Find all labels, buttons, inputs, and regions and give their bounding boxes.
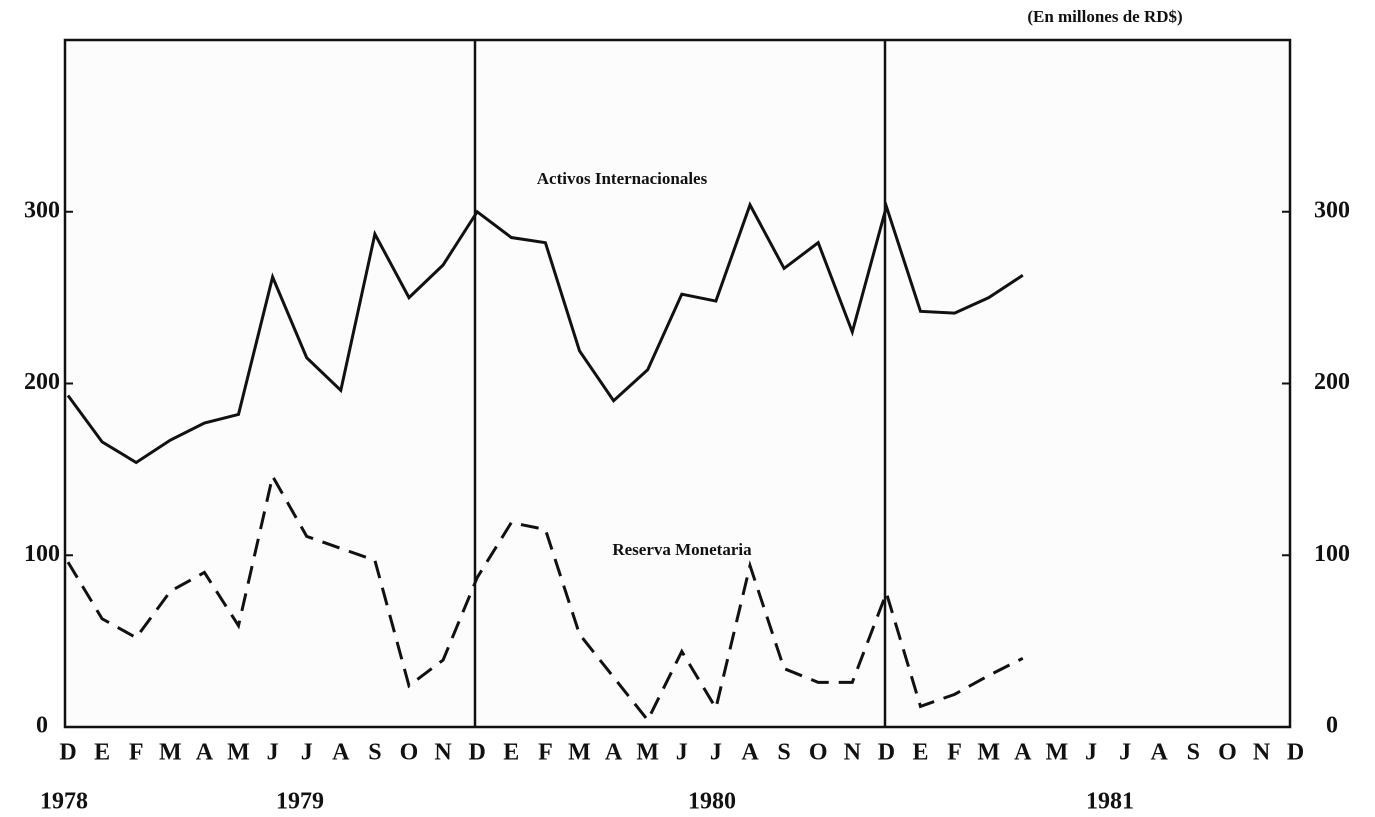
x-tick-label: A: [196, 740, 214, 766]
x-tick-label: J: [710, 740, 722, 766]
year-label: 1978: [40, 789, 88, 815]
series-line: [66, 201, 1024, 465]
x-tick-label: D: [59, 740, 76, 766]
x-tick-label: J: [267, 740, 279, 766]
x-tick-label: J: [1085, 740, 1097, 766]
x-tick-label: A: [1014, 740, 1032, 766]
x-tick-label: S: [368, 740, 381, 766]
series-label: Reserva Monetaria: [612, 540, 752, 559]
y-tick-label: 200: [24, 369, 60, 395]
year-label: 1981: [1086, 789, 1134, 815]
x-tick-label: A: [605, 740, 623, 766]
x-tick-label: J: [301, 740, 313, 766]
x-tick-label: D: [878, 740, 895, 766]
x-tick-label: S: [1187, 740, 1200, 766]
x-tick-label: J: [1119, 740, 1131, 766]
series-line: [66, 472, 1024, 723]
x-tick-label: N: [1253, 740, 1271, 766]
y-tick-label: 0: [36, 713, 48, 739]
y2-tick-label: 0: [1326, 713, 1338, 739]
x-tick-label: N: [434, 740, 452, 766]
unit-note: (En millones de RD$): [1027, 7, 1182, 26]
x-tick-label: F: [538, 740, 553, 766]
x-tick-label: D: [469, 740, 486, 766]
x-tick-label: E: [94, 740, 110, 766]
y2-tick-label: 200: [1314, 369, 1350, 395]
y2-tick-label: 100: [1314, 541, 1350, 567]
x-tick-label: M: [1046, 740, 1069, 766]
year-label: 1980: [688, 789, 736, 815]
x-tick-label: M: [159, 740, 182, 766]
x-tick-label: E: [912, 740, 928, 766]
x-tick-label: O: [809, 740, 828, 766]
x-tick-label: F: [129, 740, 144, 766]
y-tick-label: 100: [24, 541, 60, 567]
x-tick-label: E: [503, 740, 519, 766]
x-tick-label: S: [777, 740, 790, 766]
x-tick-label: M: [636, 740, 659, 766]
x-tick-label: J: [676, 740, 688, 766]
x-tick-label: D: [1287, 740, 1304, 766]
x-tick-label: F: [947, 740, 962, 766]
series-label: Activos Internacionales: [537, 169, 708, 188]
x-tick-label: M: [977, 740, 1000, 766]
x-tick-label: M: [568, 740, 591, 766]
x-tick-label: A: [1151, 740, 1169, 766]
plot-frame: [63, 38, 1292, 729]
x-tick-label: O: [400, 740, 419, 766]
y-tick-label: 300: [24, 197, 60, 223]
year-label: 1979: [276, 789, 324, 815]
x-tick-label: A: [741, 740, 759, 766]
x-tick-label: N: [844, 740, 862, 766]
y2-tick-label: 300: [1314, 197, 1350, 223]
x-tick-label: O: [1218, 740, 1237, 766]
x-tick-label: M: [227, 740, 250, 766]
x-tick-label: A: [332, 740, 350, 766]
